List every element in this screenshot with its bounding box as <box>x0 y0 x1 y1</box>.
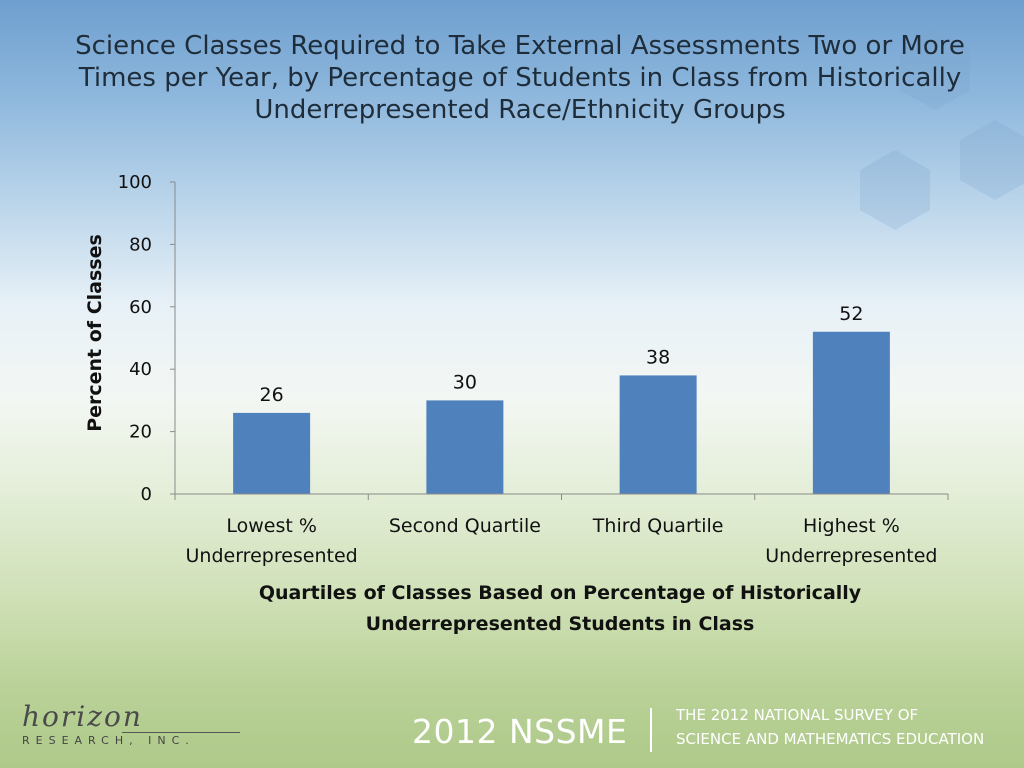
x-category-label: Second Quartile <box>388 515 541 537</box>
bar <box>426 400 504 494</box>
y-axis-label: Percent of Classes <box>84 234 106 432</box>
chart-title: Science Classes Required to Take Externa… <box>75 31 965 125</box>
logo-rule <box>122 732 240 733</box>
bar-value-label: 52 <box>839 303 863 325</box>
logo-subtitle: RESEARCH, INC. <box>22 734 195 747</box>
footer-divider <box>650 708 652 752</box>
y-tick-label: 40 <box>129 359 152 380</box>
x-category-label: Highest % Underrepresented <box>765 515 938 567</box>
y-tick-label: 80 <box>129 234 152 255</box>
survey-short-title: 2012 NSSME <box>412 712 628 751</box>
bar-value-label: 26 <box>260 384 284 406</box>
x-axis-label: Quartiles of Classes Based on Percentage… <box>258 582 862 635</box>
y-tick-label: 20 <box>129 422 152 443</box>
y-tick-label: 0 <box>141 484 152 505</box>
x-category-label: Lowest % Underrepresented <box>185 515 358 567</box>
bar-chart: 0 20 40 60 80 100 26 30 38 52 <box>118 172 949 505</box>
y-tick-label: 100 <box>118 172 152 193</box>
bar <box>619 375 697 494</box>
background-hexagon <box>860 150 930 230</box>
bar <box>812 331 890 494</box>
x-category-label: Third Quartile <box>592 515 724 537</box>
bar-value-label: 30 <box>453 371 477 393</box>
bar <box>233 412 311 494</box>
logo-script-text: horizon <box>22 700 143 733</box>
background-hexagon <box>900 30 970 110</box>
horizon-logo: horizon RESEARCH, INC. <box>22 700 242 750</box>
survey-full-title-line2: SCIENCE AND MATHEMATICS EDUCATION <box>676 730 985 748</box>
bar-value-label: 38 <box>646 346 670 368</box>
survey-full-title-line1: THE 2012 NATIONAL SURVEY OF <box>676 706 919 724</box>
y-tick-label: 60 <box>129 297 152 318</box>
